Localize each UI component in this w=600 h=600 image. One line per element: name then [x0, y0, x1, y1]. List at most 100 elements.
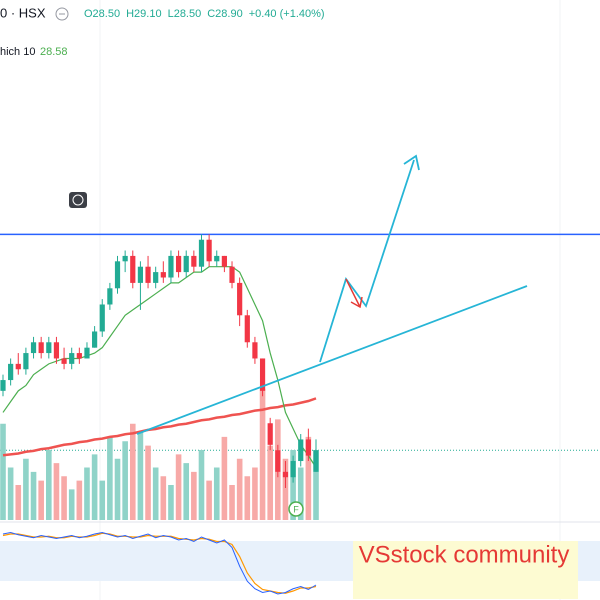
- candle-body: [153, 272, 159, 283]
- candle-body: [252, 342, 258, 359]
- volume-bar: [61, 476, 67, 520]
- volume-bar: [7, 467, 14, 520]
- pullback-arrow: [345, 278, 361, 308]
- volume-bar: [183, 463, 190, 520]
- volume-bar: [129, 423, 136, 520]
- candle-body: [298, 439, 304, 462]
- candle-body: [137, 266, 144, 283]
- ohlc-field: H29.10: [126, 8, 161, 20]
- event-marker[interactable]: [288, 501, 304, 517]
- volume-ma-line: [2, 397, 317, 457]
- volume-bar: [160, 476, 167, 520]
- event-marker-letter: F: [293, 504, 299, 514]
- watermark-box: [353, 541, 578, 599]
- volume-bar: [152, 467, 159, 520]
- volume-bar: [99, 480, 106, 520]
- candle-body: [30, 342, 37, 354]
- candle-body: [168, 255, 174, 278]
- trendline: [136, 285, 528, 435]
- volume-bar: [76, 480, 83, 520]
- ma-label: hich 10: [0, 46, 35, 58]
- candle-body: [275, 450, 281, 472]
- volume-bar: [221, 436, 228, 520]
- candle-body: [84, 347, 90, 359]
- volume-bar: [30, 471, 37, 520]
- volume-bar: [229, 485, 235, 520]
- candle-body: [237, 282, 243, 316]
- volume-bar: [282, 458, 289, 520]
- candle-body: [61, 358, 67, 364]
- candle-body: [313, 450, 319, 472]
- volume-bar: [46, 450, 52, 520]
- candle-body: [198, 239, 205, 267]
- symbol: 0 · HSX: [0, 5, 46, 20]
- volume-bar: [191, 471, 197, 520]
- add-icon: [72, 194, 84, 206]
- candle-body: [69, 353, 75, 364]
- volume-bar: [38, 480, 44, 520]
- ohlc-field: L28.50: [168, 8, 202, 20]
- candle-body: [76, 353, 82, 359]
- candle-body: [305, 439, 311, 456]
- candle-body: [92, 331, 98, 348]
- ohlc-field: O28.50: [84, 8, 120, 20]
- volume-bar: [290, 450, 296, 520]
- volume-bar: [297, 467, 304, 520]
- arrow-head: [403, 154, 420, 171]
- volume-bar: [313, 450, 319, 520]
- volume-bar: [15, 485, 22, 520]
- candle-body: [183, 255, 189, 273]
- projection-arrow: [319, 159, 415, 363]
- candle-body: [282, 471, 289, 478]
- volume-bar: [84, 467, 90, 520]
- volume-bar: [305, 436, 312, 520]
- candle-body: [53, 342, 60, 359]
- ma-line: [2, 266, 317, 468]
- ohlc-header: O28.50 H29.10 L28.50 C28.90 +0.40 (+1.40%): [84, 8, 325, 20]
- candle-body: [145, 266, 151, 283]
- volume-bar: [0, 423, 6, 520]
- volume-bar: [206, 480, 212, 520]
- candle-body: [206, 239, 212, 262]
- volume-bar: [68, 489, 75, 520]
- volume-bar: [252, 467, 258, 520]
- volume-bar: [236, 458, 243, 520]
- collapse-icon[interactable]: [55, 7, 69, 21]
- candle-body: [38, 342, 44, 354]
- ohlc-field: C28.90: [207, 8, 242, 20]
- candle-body: [99, 304, 105, 332]
- volume-bar: [91, 454, 98, 520]
- volume-bar: [53, 463, 60, 520]
- candle-body: [114, 261, 121, 289]
- oscillator-line: [2, 531, 317, 595]
- volume-bar: [145, 445, 151, 520]
- candle-body: [160, 272, 166, 278]
- volume-bar: [168, 485, 174, 520]
- candle-body: [130, 255, 136, 283]
- volume-bar: [244, 476, 251, 520]
- add-icon[interactable]: [69, 192, 87, 208]
- volume-bar: [175, 454, 182, 520]
- ohlc-field: +0.40 (+1.40%): [249, 8, 325, 20]
- ma-value: 28.58: [40, 46, 68, 58]
- volume-bar: [137, 432, 144, 520]
- candle-body: [229, 266, 235, 283]
- volume-bar: [267, 445, 273, 520]
- volume-bar: [23, 458, 29, 520]
- candle-body: [107, 288, 113, 305]
- candle-body: [214, 255, 220, 262]
- watermark: VSstock community: [359, 541, 570, 568]
- candle-body: [46, 342, 52, 354]
- candle-body: [175, 255, 182, 273]
- arrow-head: [350, 296, 363, 309]
- candle-body: [8, 363, 14, 381]
- candle-body: [290, 461, 296, 478]
- candle-body: [23, 353, 29, 370]
- candle-body: [191, 255, 197, 267]
- volume-bar: [107, 436, 113, 520]
- volume-bar: [259, 388, 266, 520]
- candle-body: [244, 315, 250, 343]
- plot: [0, 233, 600, 595]
- candle-body: [15, 363, 21, 370]
